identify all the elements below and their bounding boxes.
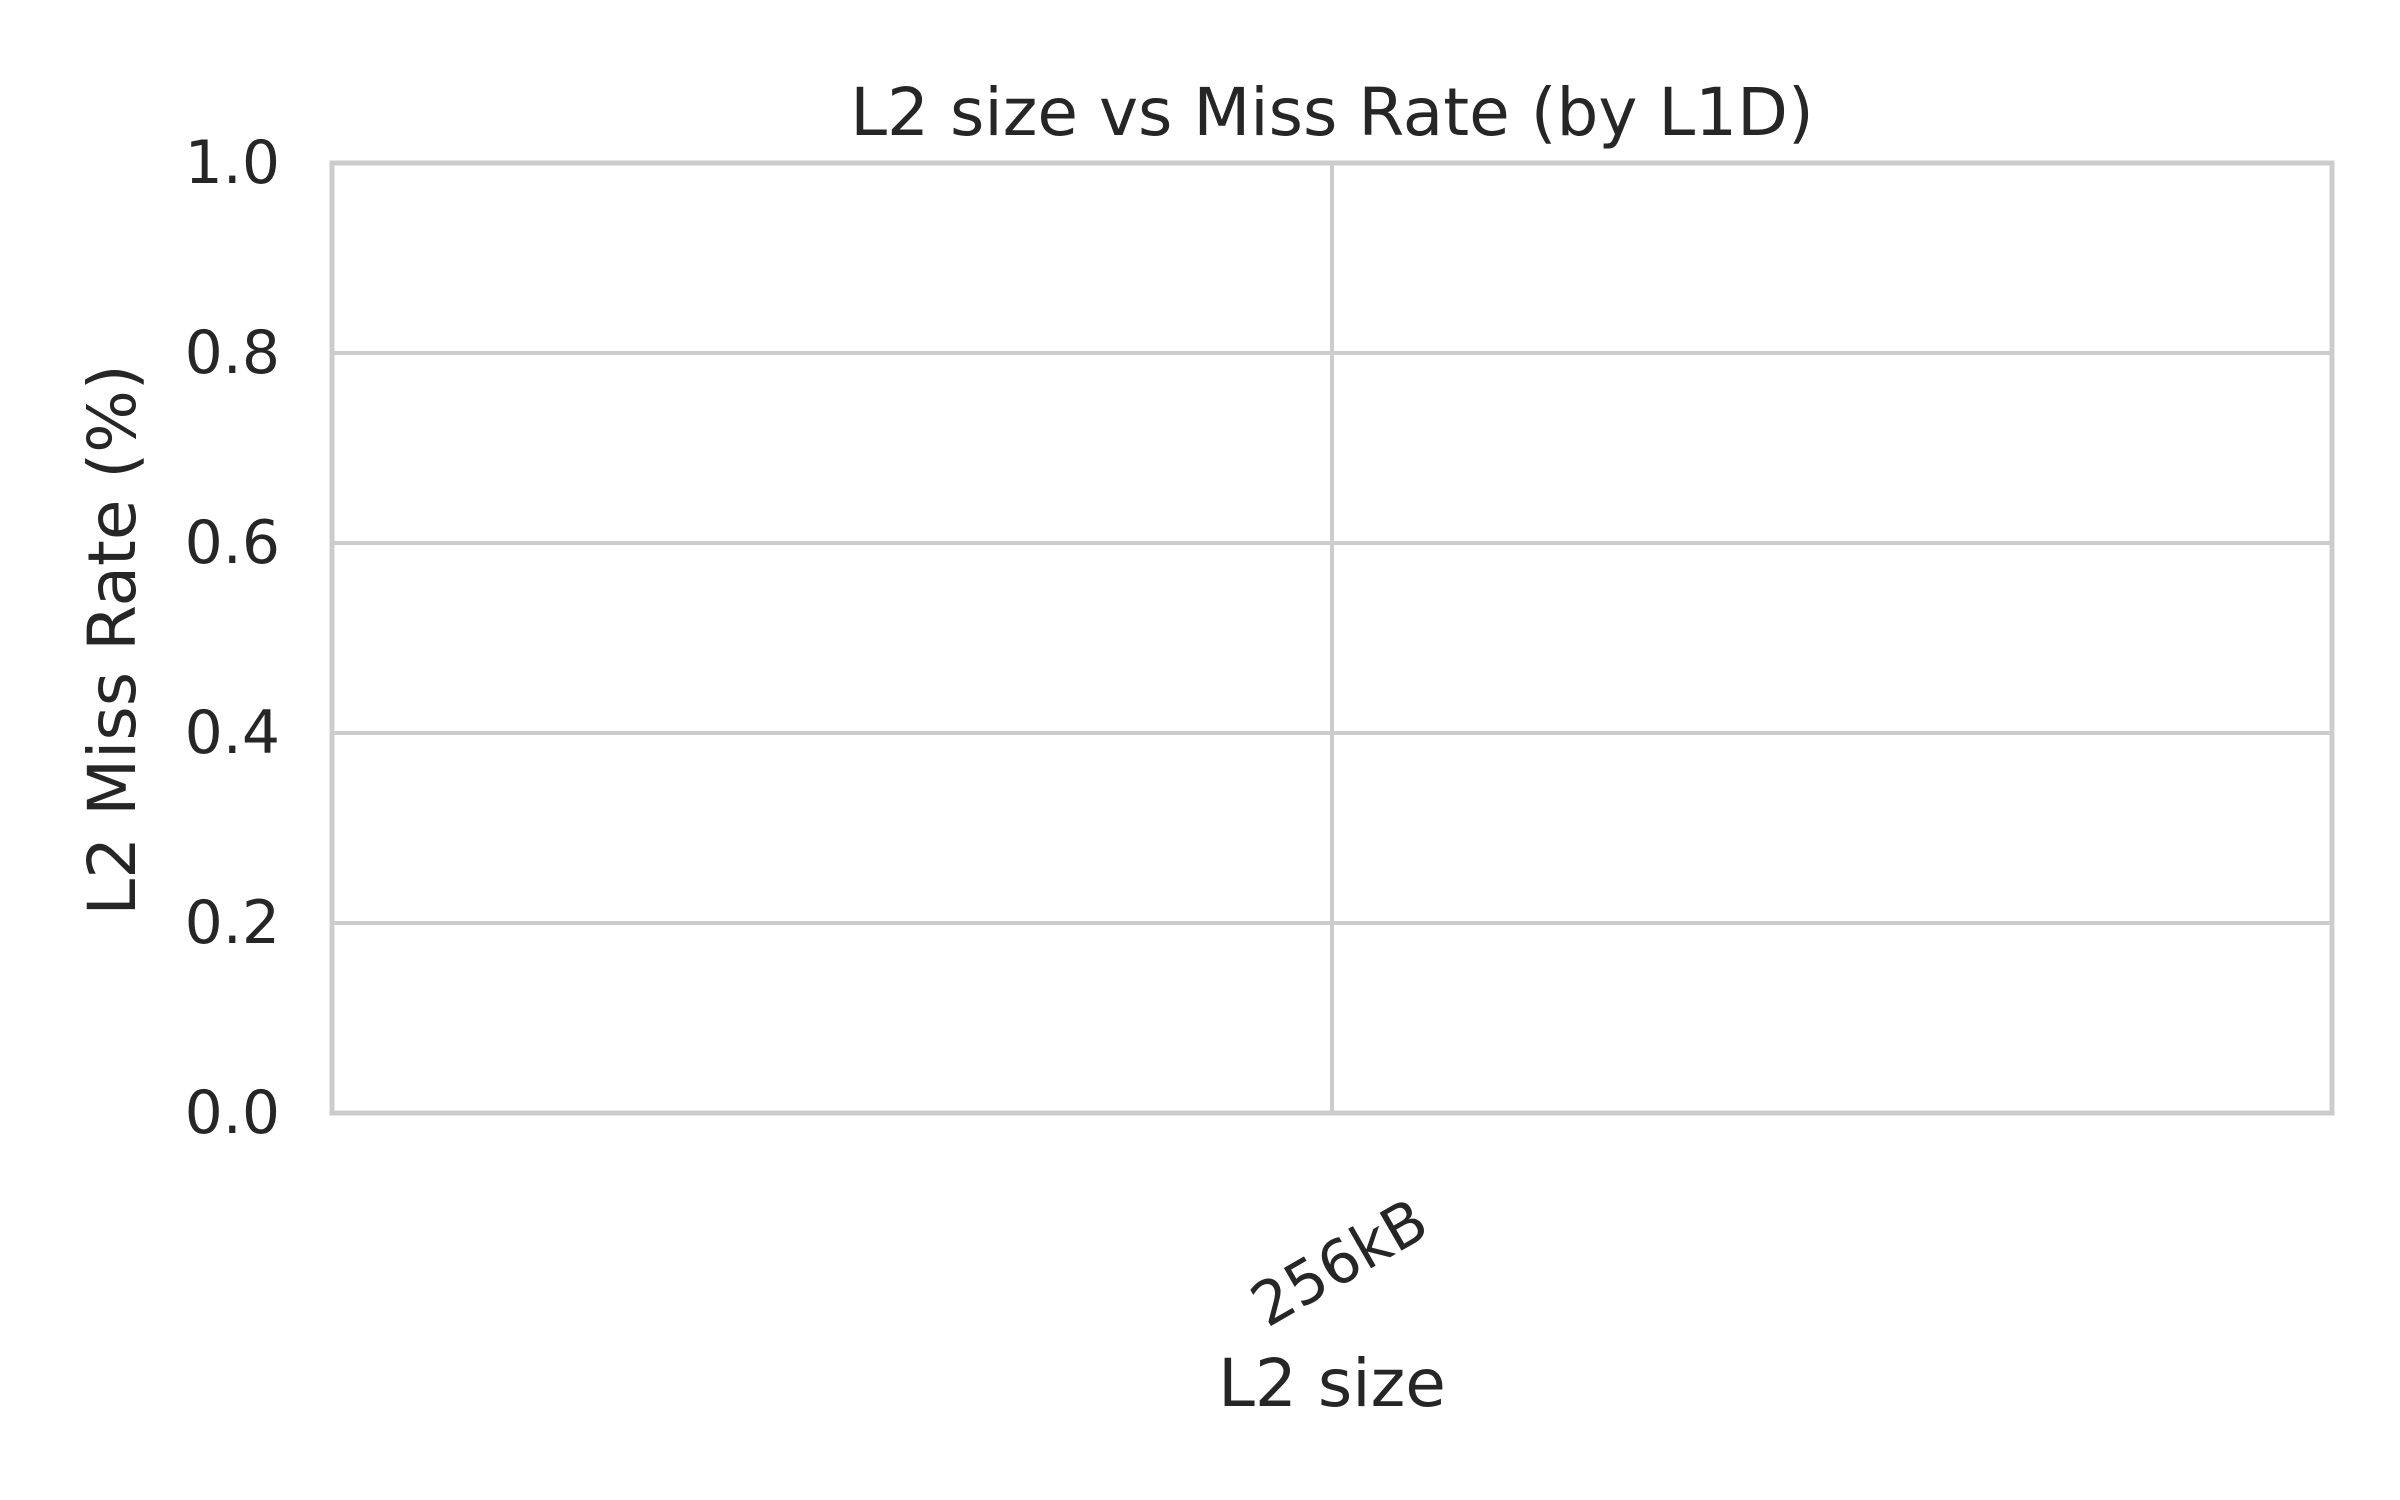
y-tick-label: 0.4 <box>185 698 280 768</box>
plot-frame <box>329 160 2335 1116</box>
y-tick-labels: 0.0 0.2 0.4 0.6 0.8 1.0 <box>185 128 280 1148</box>
y-tick-label: 0.0 <box>185 1078 280 1148</box>
y-axis-label: L2 Miss Rate (%) <box>74 364 151 915</box>
y-tick-label: 0.8 <box>185 318 280 388</box>
y-tick-label: 0.2 <box>185 888 280 958</box>
y-tick-label: 1.0 <box>185 128 280 198</box>
chart-title: L2 size vs Miss Rate (by L1D) <box>850 74 1813 151</box>
y-tick-label: 0.6 <box>185 508 280 578</box>
x-axis-label: L2 size <box>1218 1345 1446 1422</box>
